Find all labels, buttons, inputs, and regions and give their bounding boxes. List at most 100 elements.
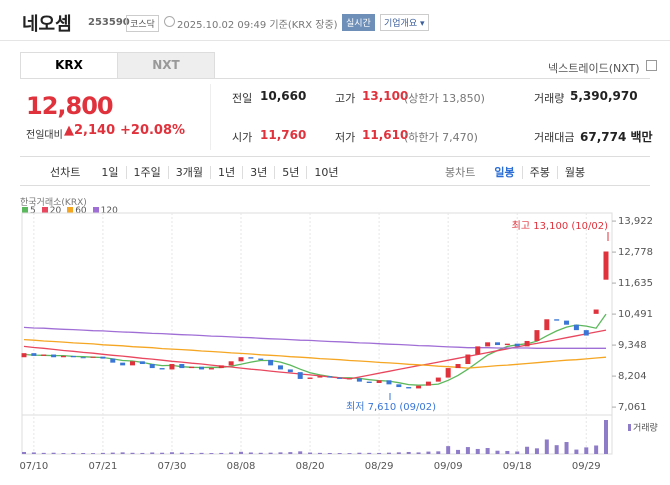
nxt-link[interactable]: 넥스트레이드(NXT) (548, 62, 640, 75)
candle (544, 319, 550, 331)
volume-bar (544, 439, 549, 454)
volume-bar (367, 452, 372, 454)
clock-icon (164, 16, 175, 27)
stock-name: 네오셈 (22, 14, 72, 35)
candle (376, 380, 382, 383)
candle (297, 372, 303, 379)
candle (573, 324, 579, 331)
volume-bar (189, 452, 194, 454)
period-button[interactable]: 주봉 (521, 166, 557, 179)
volume-bar (347, 453, 352, 454)
candle (110, 358, 116, 363)
x-tick-label: 08/08 (227, 461, 256, 472)
volume-bar (534, 448, 539, 454)
stat-label: 저가 (335, 131, 356, 144)
period-button[interactable]: 3개월 (167, 166, 210, 179)
stat-value: 13,100 (362, 89, 409, 103)
volume-bar (169, 452, 174, 454)
line-periods: 선차트 1일 1주일 3개월 1년 3년 5년 10년 (50, 164, 346, 180)
candle (494, 342, 500, 346)
legend-swatch (92, 207, 99, 213)
period-button[interactable]: 월봉 (556, 166, 593, 179)
volume-bar (327, 452, 332, 454)
candle (139, 361, 145, 365)
legend-label: 20 (49, 206, 62, 216)
volume-bar (465, 447, 470, 454)
volume-swatch (628, 424, 631, 431)
volume-bar (317, 452, 322, 454)
candle (41, 354, 47, 356)
candle (485, 342, 491, 347)
candle (169, 364, 175, 370)
market-badge: 코스닥 (126, 15, 159, 32)
period-button[interactable]: 10년 (306, 166, 346, 179)
candle (347, 378, 353, 380)
candle (268, 359, 274, 366)
volume-bar (446, 446, 451, 454)
candle (603, 251, 609, 280)
volume-bar (51, 452, 56, 454)
volume-bar (604, 420, 608, 454)
candle (228, 361, 234, 366)
x-tick-label: 08/20 (296, 461, 325, 472)
candle (337, 377, 343, 379)
volume-bar (71, 452, 76, 454)
volume-bar (41, 452, 46, 454)
change-pct: +20.08% (120, 123, 186, 138)
volume-bar (416, 452, 421, 454)
period-button[interactable]: 5년 (274, 166, 307, 179)
volume-bar (81, 452, 86, 454)
candle (199, 366, 205, 370)
candle (564, 320, 570, 325)
volume-bar (130, 452, 135, 454)
change: ▲2,140 (64, 123, 116, 138)
candle (465, 354, 471, 365)
legend-swatch (22, 207, 28, 213)
candle (277, 365, 283, 370)
volume-bar (357, 452, 362, 454)
ma-line (23, 329, 607, 380)
candle (396, 384, 402, 388)
volume-bar (91, 453, 96, 454)
volume-bar (456, 449, 461, 454)
stat-label: 고가 (335, 92, 356, 105)
volume-bar (140, 452, 145, 454)
x-tick-label: 09/18 (503, 461, 532, 472)
candle (317, 376, 323, 378)
volume-bar (248, 452, 253, 454)
x-tick-label: 09/29 (572, 461, 601, 472)
low-annotation: 최저 7,610 (09/02) (346, 401, 436, 413)
candle (583, 330, 589, 336)
period-button[interactable]: 3년 (242, 166, 275, 179)
candle (406, 387, 412, 389)
volume-bar (298, 451, 303, 454)
volume-bar (564, 442, 569, 454)
period-button[interactable]: 일봉 (494, 166, 515, 179)
stat-note: (하한가 7,470) (404, 131, 478, 144)
source: 한국거래소(KRX) (20, 198, 87, 208)
volume-bar (584, 447, 589, 454)
candle (258, 358, 264, 360)
volume-bar (160, 452, 165, 454)
x-tick-label: 09/09 (434, 461, 463, 472)
volume-bar (574, 449, 579, 454)
candle (593, 309, 599, 314)
volume-bar (337, 453, 342, 454)
period-button[interactable]: 1년 (210, 166, 243, 179)
candle (514, 343, 520, 347)
candle (179, 364, 185, 369)
candle (307, 377, 313, 379)
candle (356, 378, 362, 382)
y-tick-label: 12,778 (618, 247, 653, 258)
stat-value: 67,774 백만 (580, 130, 653, 144)
candle (238, 357, 244, 362)
nav-label: 선차트 (50, 166, 81, 179)
period-button[interactable]: 1일 (101, 166, 119, 179)
volume-bar (505, 450, 510, 454)
realtime-button[interactable]: 실시간 (342, 14, 375, 31)
period-button[interactable]: 1주일 (125, 166, 168, 179)
company-info-button[interactable]: 기업개요 ▾ (380, 14, 429, 31)
volume-bar (495, 450, 500, 454)
candle (386, 380, 392, 385)
